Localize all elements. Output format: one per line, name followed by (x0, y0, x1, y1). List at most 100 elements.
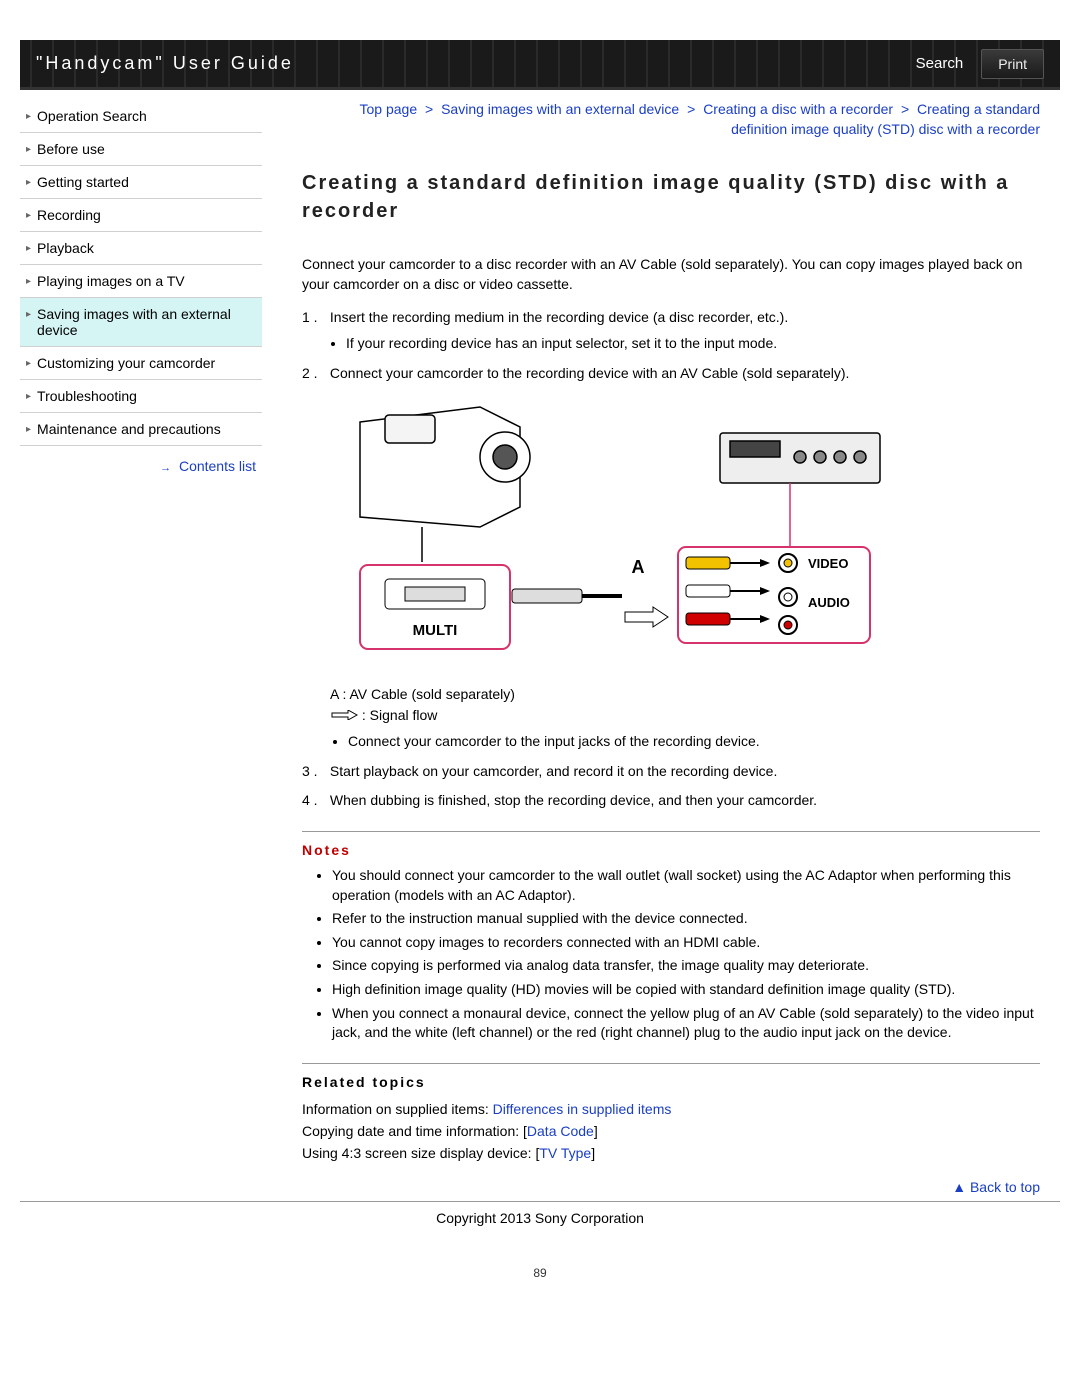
divider (302, 831, 1040, 832)
sidebar-label: Customizing your camcorder (37, 355, 215, 371)
note-item: Since copying is performed via analog da… (332, 956, 1040, 976)
chevron-right-icon: ▸ (26, 111, 31, 122)
caption-flow: : Signal flow (330, 705, 1040, 726)
step-2: 2 . Connect your camcorder to the record… (302, 364, 1040, 384)
step-number: 1 . (302, 308, 326, 328)
sidebar-label: Playing images on a TV (37, 273, 185, 289)
sidebar-item-getting-started[interactable]: ▸ Getting started (20, 166, 262, 199)
related-line-1: Information on supplied items: Differenc… (302, 1098, 1040, 1120)
print-button[interactable]: Print (981, 49, 1044, 79)
step-text: Connect your camcorder to the recording … (330, 365, 850, 381)
sidebar-label: Maintenance and precautions (37, 421, 221, 437)
note-item: You should connect your camcorder to the… (332, 866, 1040, 905)
step-number: 4 . (302, 791, 326, 811)
contents-list-link[interactable]: → Contents list (160, 458, 256, 474)
header-actions: Search Print (916, 49, 1044, 79)
step-1: 1 . Insert the recording medium in the r… (302, 308, 1040, 353)
step-text: Start playback on your camcorder, and re… (330, 763, 777, 779)
sidebar-item-operation-search[interactable]: ▸ Operation Search (20, 100, 262, 133)
back-to-top-label: Back to top (970, 1179, 1040, 1195)
step-4: 4 . When dubbing is finished, stop the r… (302, 791, 1040, 811)
connection-diagram: MULTI A VIDEO (330, 397, 1040, 670)
sidebar-label: Recording (37, 207, 101, 223)
breadcrumb-sep: > (425, 101, 433, 117)
sidebar-item-before-use[interactable]: ▸ Before use (20, 133, 262, 166)
signal-flow-icon (330, 710, 358, 720)
breadcrumb-top[interactable]: Top page (360, 101, 418, 117)
sidebar-item-customizing[interactable]: ▸ Customizing your camcorder (20, 347, 262, 380)
sidebar-item-maintenance[interactable]: ▸ Maintenance and precautions (20, 413, 262, 446)
step-3: 3 . Start playback on your camcorder, an… (302, 762, 1040, 782)
related-line-2: Copying date and time information: [Data… (302, 1120, 1040, 1142)
audio-label: AUDIO (808, 595, 850, 610)
chevron-right-icon: ▸ (26, 309, 31, 320)
triangle-up-icon: ▲ (952, 1179, 970, 1195)
caption-block: A : AV Cable (sold separately) : Signal … (330, 684, 1040, 752)
notes-heading: Notes (302, 842, 1040, 858)
header-bar: "Handycam" User Guide Search Print (20, 40, 1060, 90)
sidebar-item-recording[interactable]: ▸ Recording (20, 199, 262, 232)
footer-divider (20, 1201, 1060, 1202)
caption-sub: Connect your camcorder to the input jack… (348, 732, 1040, 752)
chevron-right-icon: ▸ (26, 391, 31, 402)
note-item: You cannot copy images to recorders conn… (332, 933, 1040, 953)
caption-a: A : AV Cable (sold separately) (330, 684, 1040, 705)
step-number: 2 . (302, 364, 326, 384)
note-item: When you connect a monaural device, conn… (332, 1004, 1040, 1043)
back-to-top-link[interactable]: ▲ Back to top (952, 1179, 1040, 1195)
step-1-sub: If your recording device has an input se… (346, 334, 1040, 354)
sidebar-item-playback[interactable]: ▸ Playback (20, 232, 262, 265)
page-title: Creating a standard definition image qua… (302, 169, 1040, 225)
chevron-right-icon: ▸ (26, 358, 31, 369)
page-number: 89 (20, 1266, 1060, 1280)
sidebar-label: Playback (37, 240, 94, 256)
sidebar: ▸ Operation Search ▸ Before use ▸ Gettin… (20, 100, 272, 1195)
breadcrumb-creating-disc[interactable]: Creating a disc with a recorder (703, 101, 893, 117)
breadcrumb-sep: > (901, 101, 909, 117)
related-pre: Using 4:3 screen size display device: [ (302, 1145, 539, 1161)
divider (302, 1063, 1040, 1064)
sidebar-label: Getting started (37, 174, 129, 190)
intro-paragraph: Connect your camcorder to a disc recorde… (302, 255, 1040, 294)
chevron-right-icon: ▸ (26, 177, 31, 188)
steps-list: 1 . Insert the recording medium in the r… (302, 308, 1040, 383)
sidebar-item-troubleshooting[interactable]: ▸ Troubleshooting (20, 380, 262, 413)
related-link-data-code[interactable]: Data Code (527, 1123, 594, 1139)
related-post: ] (594, 1123, 598, 1139)
sidebar-item-saving-external[interactable]: ▸ Saving images with an external device (20, 298, 262, 347)
chevron-right-icon: ▸ (26, 210, 31, 221)
note-item: High definition image quality (HD) movie… (332, 980, 1040, 1000)
video-label: VIDEO (808, 556, 848, 571)
copyright: Copyright 2013 Sony Corporation (20, 1210, 1060, 1226)
related-pre: Copying date and time information: [ (302, 1123, 527, 1139)
sidebar-item-playing-on-tv[interactable]: ▸ Playing images on a TV (20, 265, 262, 298)
breadcrumb-sep: > (687, 101, 695, 117)
contents-list-row: → Contents list (20, 446, 262, 474)
related-heading: Related topics (302, 1074, 1040, 1090)
search-link[interactable]: Search (916, 55, 964, 72)
step-text: Insert the recording medium in the recor… (330, 309, 788, 325)
back-to-top: ▲ Back to top (302, 1179, 1040, 1195)
a-label: A (632, 557, 645, 577)
contents-list-label: Contents list (179, 458, 256, 474)
note-item: Refer to the instruction manual supplied… (332, 909, 1040, 929)
related-line-3: Using 4:3 screen size display device: [T… (302, 1142, 1040, 1164)
caption-flow-text: : Signal flow (362, 707, 437, 723)
chevron-right-icon: ▸ (26, 276, 31, 287)
chevron-right-icon: ▸ (26, 144, 31, 155)
arrow-right-icon: → (160, 462, 171, 474)
guide-title: "Handycam" User Guide (36, 53, 294, 74)
step-number: 3 . (302, 762, 326, 782)
steps-list-cont: 3 . Start playback on your camcorder, an… (302, 762, 1040, 811)
notes-list: You should connect your camcorder to the… (332, 866, 1040, 1043)
sidebar-label: Operation Search (37, 108, 147, 124)
main-content: Top page > Saving images with an externa… (272, 100, 1060, 1195)
sidebar-label: Troubleshooting (37, 388, 137, 404)
related-link-supplied-items[interactable]: Differences in supplied items (493, 1101, 672, 1117)
related-pre: Information on supplied items: (302, 1101, 493, 1117)
sidebar-label: Before use (37, 141, 105, 157)
breadcrumb-saving[interactable]: Saving images with an external device (441, 101, 679, 117)
related-link-tv-type[interactable]: TV Type (539, 1145, 591, 1161)
breadcrumb: Top page > Saving images with an externa… (302, 100, 1040, 139)
chevron-right-icon: ▸ (26, 424, 31, 435)
